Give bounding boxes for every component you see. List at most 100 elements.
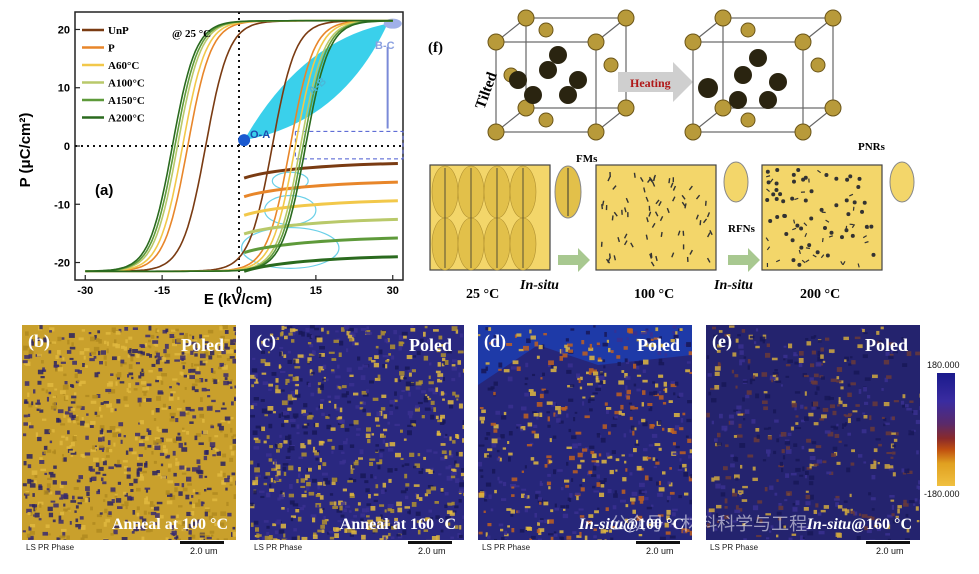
texture-speck <box>407 369 414 372</box>
texture-speck <box>373 499 378 503</box>
texture-speck <box>139 371 145 377</box>
texture-speck <box>588 347 594 351</box>
texture-speck <box>302 504 306 508</box>
texture-speck <box>253 397 259 401</box>
texture-speck <box>263 520 269 523</box>
texture-speck <box>630 405 635 410</box>
texture-speck <box>346 367 352 372</box>
texture-speck <box>212 454 216 457</box>
texture-speck <box>793 352 797 357</box>
texture-speck <box>375 484 379 489</box>
pnr-dot <box>803 198 808 203</box>
texture-speck <box>778 503 782 506</box>
texture-speck <box>23 422 29 426</box>
texture-speck <box>39 460 45 464</box>
texture-speck <box>227 420 231 424</box>
minor-branch <box>243 255 398 273</box>
texture-speck <box>838 400 843 405</box>
texture-speck <box>870 516 875 521</box>
texture-speck <box>349 492 354 496</box>
texture-speck <box>231 435 234 439</box>
texture-speck <box>820 509 826 513</box>
texture-speck <box>493 381 498 386</box>
texture-speck <box>598 453 602 457</box>
colorbar-min: -180.000 <box>924 489 960 499</box>
texture-speck <box>572 531 577 535</box>
texture-speck <box>499 457 502 462</box>
texture-speck <box>379 524 385 529</box>
minor-branch <box>243 236 398 255</box>
texture-speck <box>653 390 658 395</box>
texture-speck <box>321 519 328 525</box>
texture-speck <box>161 357 167 362</box>
pnr-dot <box>825 253 830 258</box>
texture-speck <box>455 329 459 334</box>
texture-speck <box>657 351 662 355</box>
texture-speck <box>827 431 834 437</box>
texture-speck <box>73 420 76 424</box>
texture-speck <box>323 481 326 486</box>
texture-speck <box>74 373 78 379</box>
texture-speck <box>440 457 446 461</box>
texture-speck <box>253 490 257 495</box>
texture-speck <box>398 341 404 347</box>
texture-speck <box>799 351 804 356</box>
texture-speck <box>385 442 389 447</box>
texture-speck <box>822 460 827 464</box>
texture-speck <box>166 500 173 505</box>
texture-speck <box>462 424 464 430</box>
texture-speck <box>104 361 107 366</box>
texture-speck <box>312 534 318 539</box>
texture-speck <box>678 392 684 397</box>
texture-speck <box>37 380 42 385</box>
texture-speck <box>869 415 872 421</box>
texture-speck <box>664 522 669 528</box>
texture-speck <box>94 372 99 378</box>
texture-speck <box>530 391 536 396</box>
texture-speck <box>653 466 657 469</box>
texture-speck <box>369 462 374 466</box>
texture-speck <box>70 401 76 404</box>
texture-speck <box>233 494 236 500</box>
texture-speck <box>512 360 519 365</box>
texture-speck <box>690 474 692 479</box>
texture-speck <box>255 474 261 478</box>
texture-speck <box>715 483 721 489</box>
texture-speck <box>412 338 415 342</box>
texture-speck <box>198 474 203 479</box>
texture-speck <box>201 387 207 392</box>
texture-speck <box>607 455 613 459</box>
texture-speck <box>430 486 437 491</box>
texture-speck <box>199 413 204 418</box>
texture-speck <box>377 522 382 525</box>
texture-speck <box>454 525 459 529</box>
texture-speck <box>42 369 47 372</box>
texture-speck <box>767 435 773 440</box>
texture-speck <box>817 512 822 516</box>
texture-speck <box>642 421 648 427</box>
texture-speck <box>883 402 890 407</box>
texture-speck <box>141 368 144 372</box>
texture-speck <box>220 407 227 410</box>
texture-speck <box>501 536 505 540</box>
pnr-dot <box>774 187 779 192</box>
texture-speck <box>391 526 397 530</box>
texture-speck <box>400 429 403 433</box>
texture-speck <box>25 492 30 495</box>
texture-speck <box>234 398 236 402</box>
texture-speck <box>634 407 639 410</box>
texture-speck <box>365 488 370 493</box>
texture-speck <box>835 502 839 507</box>
texture-speck <box>29 531 35 535</box>
texture-speck <box>211 512 218 516</box>
texture-speck <box>485 366 488 371</box>
rfn-mark <box>677 230 681 236</box>
texture-speck <box>752 477 758 482</box>
texture-speck <box>308 491 315 496</box>
rfn-mark <box>671 252 675 258</box>
texture-speck <box>837 532 842 538</box>
texture-speck <box>846 467 851 473</box>
texture-speck <box>289 440 292 446</box>
texture-speck <box>888 342 895 346</box>
texture-speck <box>335 375 341 379</box>
